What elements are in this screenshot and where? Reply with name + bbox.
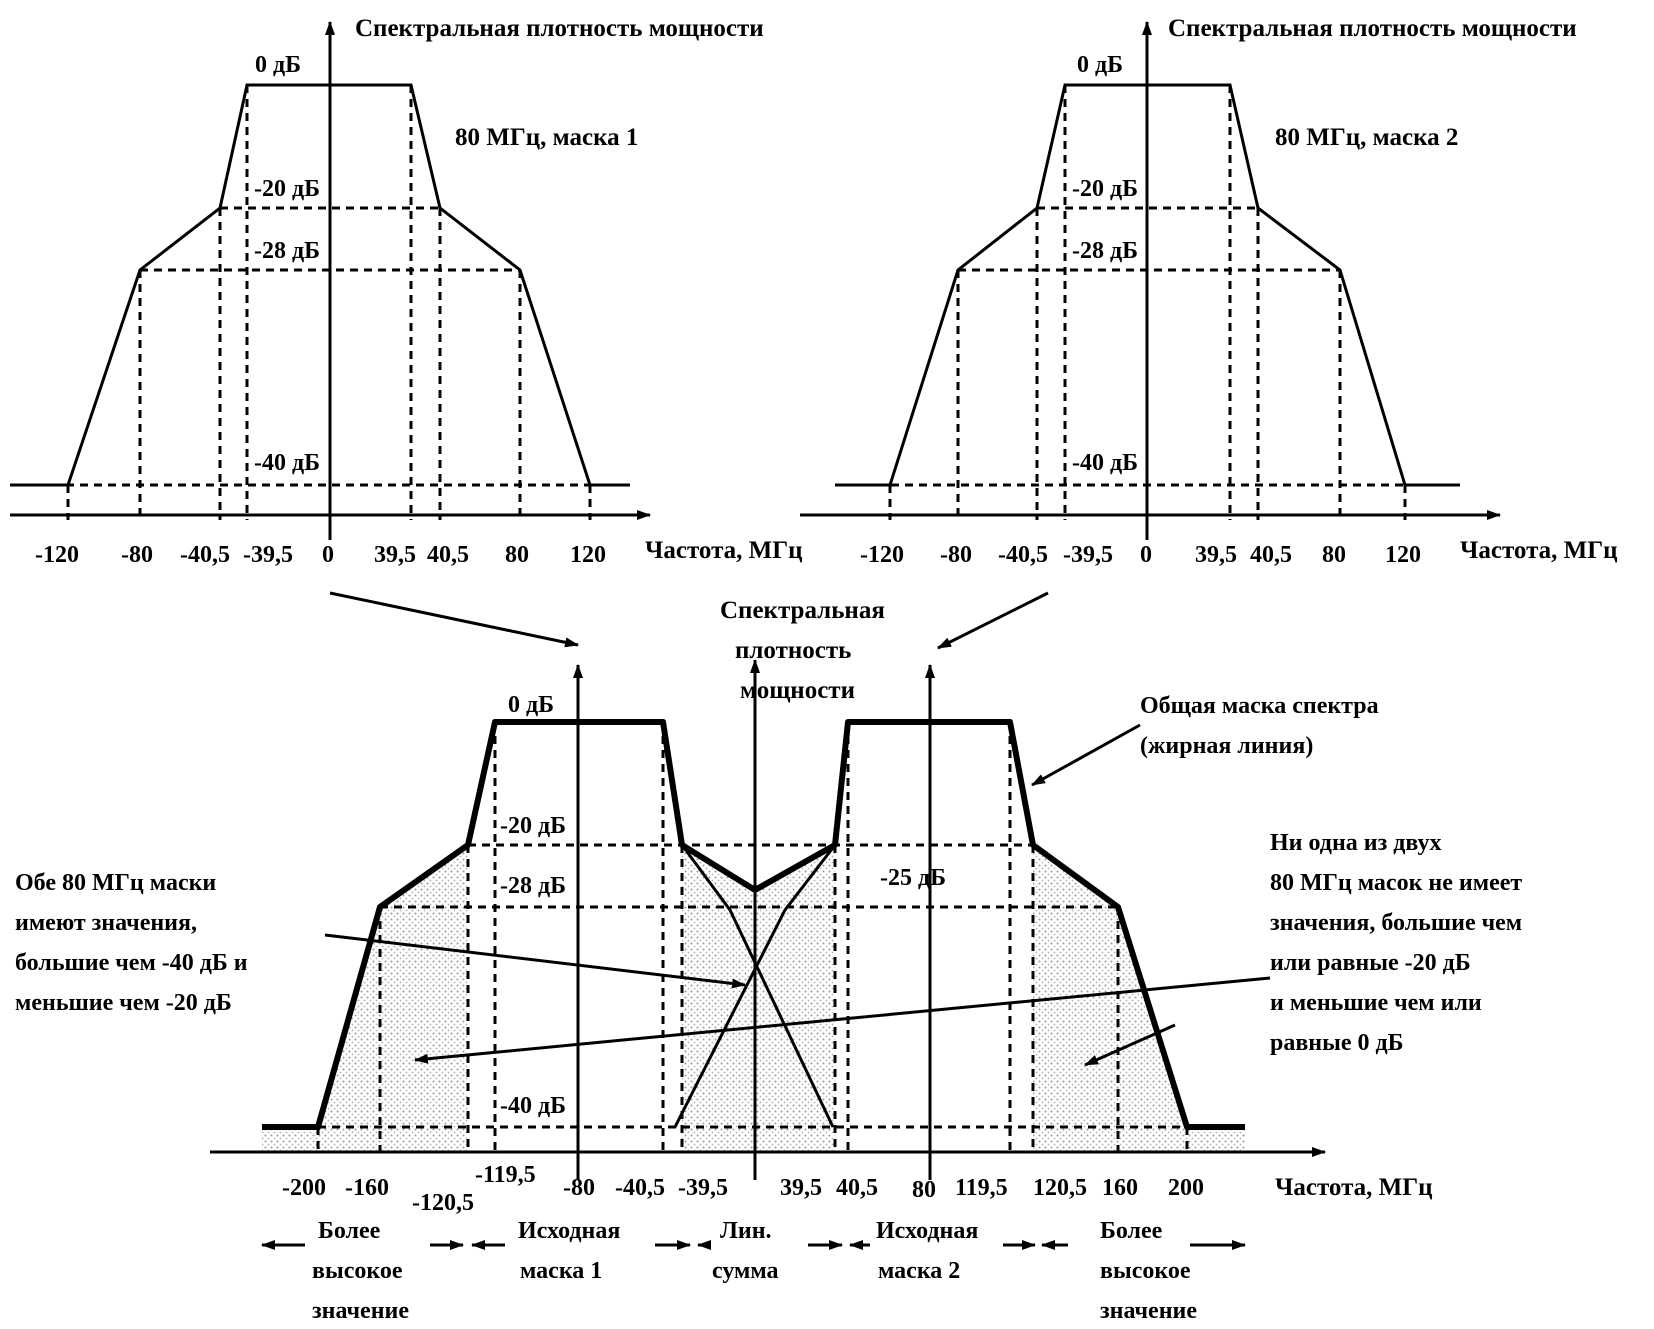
region-linsum: сумма xyxy=(712,1258,779,1284)
combined-mask-bold-line xyxy=(262,719,1245,1130)
p3-tick: 160 xyxy=(1102,1175,1138,1201)
p3-ylabel-line: мощности xyxy=(740,677,855,704)
p1-mask-line xyxy=(10,83,630,487)
region-higher-right: Более xyxy=(1100,1218,1163,1244)
shade-right xyxy=(1033,845,1118,1152)
p2-tick: -40,5 xyxy=(998,542,1048,568)
p3-tick: -40,5 xyxy=(615,1175,665,1201)
annot-bold-line: (жирная линия) xyxy=(1140,733,1313,759)
region-orig2: Исходная xyxy=(876,1218,978,1244)
p3-level-25: -25 дБ xyxy=(880,865,946,891)
p1-tick: 0 xyxy=(322,542,334,568)
arrow-from-mask2 xyxy=(937,591,1049,650)
p1-level-20: -20 дБ xyxy=(254,176,320,202)
p2-xlabel: Частота, МГц xyxy=(1460,537,1618,564)
p1-level-0: 0 дБ xyxy=(255,52,301,78)
annot-bold-line: Общая маска спектра xyxy=(1140,693,1379,719)
p3-ylabel-line: плотность xyxy=(735,637,851,664)
p3-tick: 120,5 xyxy=(1033,1175,1087,1201)
p1-xlabel: Частота, МГц xyxy=(645,537,803,564)
p3-tick: 39,5 xyxy=(780,1175,822,1201)
mask2-left-slope xyxy=(673,844,837,1128)
region-orig2: маска 2 xyxy=(878,1258,960,1284)
p1-tick: -80 xyxy=(121,542,153,568)
p3-level-20: -20 дБ xyxy=(500,813,566,839)
annot-left: Обе 80 МГц маски xyxy=(15,870,216,896)
annot-right: равные 0 дБ xyxy=(1270,1030,1404,1056)
p2-tick: 120 xyxy=(1385,542,1421,568)
shade-left xyxy=(380,845,468,1152)
p2-tick: 39,5 xyxy=(1195,542,1237,568)
p3-xlabel: Частота, МГц xyxy=(1275,1174,1433,1201)
annot-left: меньшие чем -20 дБ xyxy=(15,990,232,1016)
p2-tick: -39,5 xyxy=(1063,542,1113,568)
annot-right: и меньшие чем или xyxy=(1270,990,1482,1016)
p3-level-28: -28 дБ xyxy=(500,873,566,899)
annot-right: Ни одна из двух xyxy=(1270,830,1442,856)
p3-tick: 80 xyxy=(912,1177,936,1203)
p3-tick: -80 xyxy=(563,1175,595,1201)
p2-level-0: 0 дБ xyxy=(1077,52,1123,78)
annot-right: 80 МГц масок не имеет xyxy=(1270,870,1522,896)
p3-tick: -39,5 xyxy=(678,1175,728,1201)
annot-right: значения, большие чем xyxy=(1270,910,1522,936)
p1-level-28: -28 дБ xyxy=(254,238,320,264)
arrow-to-bold-line xyxy=(1031,723,1141,787)
annot-right: или равные -20 дБ xyxy=(1270,950,1471,976)
p3-tick: -200 xyxy=(282,1175,326,1201)
p2-tick: -80 xyxy=(940,542,972,568)
p3-tick: 200 xyxy=(1168,1175,1204,1201)
annot-left: имеют значения, xyxy=(15,910,197,936)
region-higher-right: высокое xyxy=(1100,1258,1191,1284)
p2-level-40: -40 дБ xyxy=(1072,450,1138,476)
p2-tick: 0 xyxy=(1140,542,1152,568)
region-orig1: маска 1 xyxy=(520,1258,602,1284)
p3-tick: 40,5 xyxy=(836,1175,878,1201)
shade-far-right xyxy=(1118,907,1245,1152)
arrow-left-to-center xyxy=(324,933,746,989)
p1-title: 80 МГц, маска 1 xyxy=(455,124,638,151)
region-higher-right: значение xyxy=(1100,1298,1197,1324)
p3-tick: -160 xyxy=(345,1175,389,1201)
p2-tick: -120 xyxy=(860,542,904,568)
p2-title: 80 МГц, маска 2 xyxy=(1275,124,1458,151)
p1-tick: 120 xyxy=(570,542,606,568)
p2-level-20: -20 дБ xyxy=(1072,176,1138,202)
p3-ylabel-line: Спектральная xyxy=(720,597,885,624)
p2-level-28: -28 дБ xyxy=(1072,238,1138,264)
p2-mask-line xyxy=(835,83,1460,487)
panel-mask-2: Спектральная плотность мощности 80 МГц, … xyxy=(800,15,1618,568)
annot-left: большие чем -40 дБ и xyxy=(15,950,248,976)
p2-ylabel: Спектральная плотность мощности xyxy=(1168,15,1577,42)
p1-tick: -40,5 xyxy=(180,542,230,568)
p3-tick: -120,5 xyxy=(412,1190,474,1216)
p1-tick: 40,5 xyxy=(427,542,469,568)
p2-tick: 80 xyxy=(1322,542,1346,568)
arrow-from-mask1 xyxy=(329,591,579,648)
p1-tick: 80 xyxy=(505,542,529,568)
p2-tick: 40,5 xyxy=(1250,542,1292,568)
p1-tick: -120 xyxy=(35,542,79,568)
shade-center xyxy=(682,845,835,1152)
region-higher-left: значение xyxy=(312,1298,409,1324)
p1-level-40: -40 дБ xyxy=(254,450,320,476)
arrow-right-to-left xyxy=(414,976,1271,1064)
region-higher-left: высокое xyxy=(312,1258,403,1284)
shade-far-left xyxy=(262,907,380,1152)
panel-combined-mask: 0 дБ -20 дБ -28 дБ -40 дБ -25 дБ Спектра… xyxy=(15,597,1522,1324)
region-orig1: Исходная xyxy=(518,1218,620,1244)
panel-mask-1: Спектральная плотность мощности 80 МГц, … xyxy=(10,15,803,568)
arrow-right-to-right xyxy=(1084,1023,1176,1067)
region-higher-left: Более xyxy=(318,1218,381,1244)
mask1-right-slope xyxy=(680,844,835,1128)
p3-level-0: 0 дБ xyxy=(508,692,554,718)
p1-tick: -39,5 xyxy=(243,542,293,568)
p3-tick: 119,5 xyxy=(955,1175,1008,1201)
p1-ylabel: Спектральная плотность мощности xyxy=(355,15,764,42)
p1-tick: 39,5 xyxy=(374,542,416,568)
p3-level-40: -40 дБ xyxy=(500,1093,566,1119)
region-linsum: Лин. xyxy=(720,1218,772,1244)
p3-tick: -119,5 xyxy=(475,1162,536,1188)
